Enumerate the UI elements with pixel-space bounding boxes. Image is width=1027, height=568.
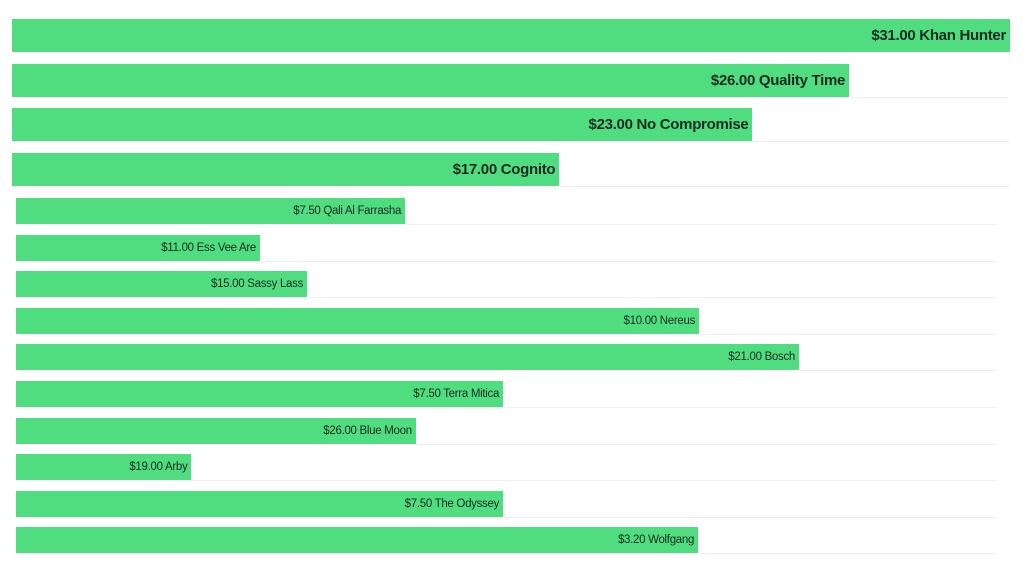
bar-label-ess-vee-are: $11.00 Ess Vee Are xyxy=(161,235,256,261)
bar-value-bosch: $21.00 xyxy=(728,351,762,364)
bar-value-terra-mitica: $7.50 xyxy=(413,388,441,400)
bar-blue-moon[interactable] xyxy=(16,417,416,444)
bar-category-sassy-lass: Sassy Lass xyxy=(244,278,304,291)
bar-category-cognito: Cognito xyxy=(496,160,556,178)
bar-ess-vee-are[interactable] xyxy=(16,234,261,261)
bar-category-khan-hunter: Khan Hunter xyxy=(915,27,1006,44)
bar-category-qali-al-farrasha: Qali Al Farrasha xyxy=(320,205,402,217)
bar-label-no-compromise: $23.00 No Compromise xyxy=(589,108,749,141)
bar-label-bosch: $21.00 Bosch xyxy=(728,344,795,370)
bar-category-the-odyssey: The Odyssey xyxy=(431,497,500,510)
bar-label-khan-hunter: $31.00 Khan Hunter xyxy=(871,19,1006,52)
row-separator xyxy=(415,443,996,445)
row-separator xyxy=(698,553,996,555)
bar-category-no-compromise: No Compromise xyxy=(632,116,749,133)
bar-category-ess-vee-are: Ess Vee Are xyxy=(193,241,257,254)
row-separator xyxy=(503,407,996,408)
bar-category-arby: Arby xyxy=(162,461,188,474)
bar-category-nereus: Nereus xyxy=(656,314,696,327)
bar-label-qali-al-farrasha: $7.50 Qali Al Farrasha xyxy=(293,198,401,224)
bar-value-wolfgang: $3.20 xyxy=(617,534,646,547)
bar-wolfgang[interactable] xyxy=(16,527,699,554)
bar-no-compromise[interactable] xyxy=(12,108,753,141)
bar-category-quality-time: Quality Time xyxy=(755,71,846,89)
bar-sassy-lass[interactable] xyxy=(16,271,308,298)
bar-label-cognito: $17.00 Cognito xyxy=(453,153,556,186)
row-separator xyxy=(191,480,996,482)
bar-label-wolfgang: $3.20 Wolfgang xyxy=(618,527,694,553)
bar-value-the-odyssey: $7.50 xyxy=(404,497,433,510)
row-separator xyxy=(799,370,996,372)
bar-label-blue-moon: $26.00 Blue Moon xyxy=(323,418,412,444)
bar-value-khan-hunter: $31.00 xyxy=(871,27,916,44)
bar-quality-time[interactable] xyxy=(12,63,850,97)
bar-label-sassy-lass: $15.00 Sassy Lass xyxy=(211,271,303,297)
bar-category-bosch: Bosch xyxy=(761,351,796,364)
bar-value-qali-al-farrasha: $7.50 xyxy=(293,205,321,217)
bar-nereus[interactable] xyxy=(16,307,700,334)
bar-category-wolfgang: Wolfgang xyxy=(645,534,695,547)
row-separator xyxy=(849,96,1010,98)
bar-value-no-compromise: $23.00 xyxy=(588,116,633,133)
bar-value-quality-time: $26.00 xyxy=(710,71,756,89)
bar-label-arby: $19.00 Arby xyxy=(129,454,187,480)
bar-label-nereus: $10.00 Nereus xyxy=(624,308,696,334)
bar-value-nereus: $10.00 xyxy=(623,314,658,327)
bar-qali-al-farrasha[interactable] xyxy=(16,198,406,224)
bar-arby[interactable] xyxy=(16,454,192,481)
bar-category-terra-mitica: Terra Mitica xyxy=(440,388,500,400)
bar-khan-hunter[interactable] xyxy=(12,19,1010,52)
bar-the-odyssey[interactable] xyxy=(16,490,504,517)
bar-label-the-odyssey: $7.50 The Odyssey xyxy=(404,491,500,517)
bar-label-quality-time: $26.00 Quality Time xyxy=(711,64,845,97)
bar-value-ess-vee-are: $11.00 xyxy=(161,241,194,254)
bar-value-sassy-lass: $15.00 xyxy=(210,278,245,291)
row-separator xyxy=(699,333,996,335)
bar-category-blue-moon: Blue Moon xyxy=(356,424,413,437)
bar-bosch[interactable] xyxy=(16,344,800,371)
bar-value-cognito: $17.00 xyxy=(452,160,497,178)
bar-value-blue-moon: $26.00 xyxy=(323,424,357,437)
row-separator xyxy=(260,260,996,262)
row-separator xyxy=(405,224,996,225)
row-separator xyxy=(559,185,1010,187)
bar-cognito[interactable] xyxy=(12,152,560,186)
row-separator xyxy=(752,141,1010,142)
row-separator xyxy=(503,516,996,518)
bar-value-arby: $19.00 xyxy=(129,461,163,474)
bar-terra-mitica[interactable] xyxy=(16,381,504,407)
bar-label-terra-mitica: $7.50 Terra Mitica xyxy=(413,381,499,407)
row-separator xyxy=(307,297,996,299)
